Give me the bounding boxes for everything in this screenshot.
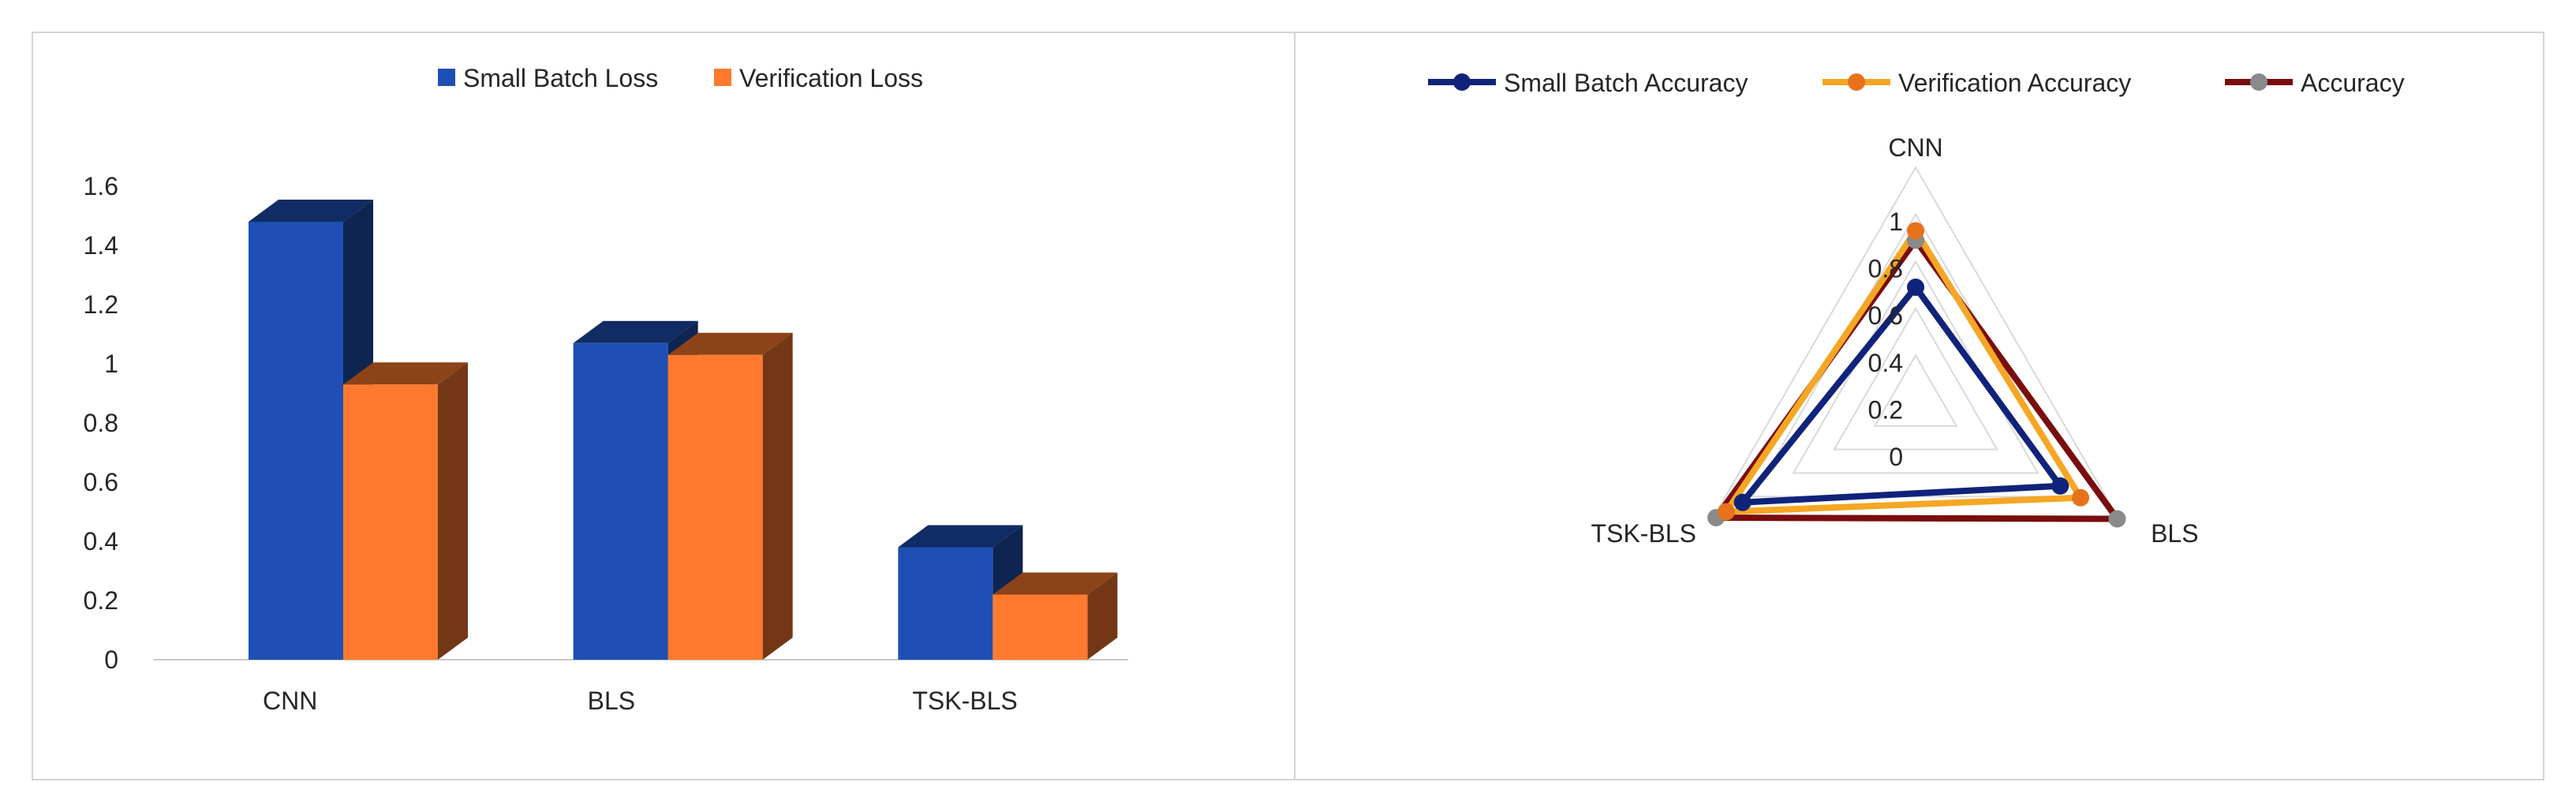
bar-front-face [898,547,993,660]
radar-point [1717,503,1735,521]
bar-top-face [343,362,468,385]
radar-r-tick-label: 0.4 [1868,349,1903,377]
bar-front-face [993,594,1088,660]
bar-marks [249,200,1118,660]
radar-legend-marker [1848,73,1865,91]
radar-category-label: BLS [2151,519,2198,548]
bar-legend-item: Verification Loss [714,64,923,92]
radar-r-tick-label: 0.2 [1868,395,1903,424]
radar-r-tick-label: 0 [1889,443,1903,471]
bar-legend: Small Batch Loss Verification Loss [438,64,923,92]
figure-frame [32,32,2544,780]
bar-x-tick-label: TSK-BLS [912,687,1017,715]
radar-r-axis: 0 0.2 0.4 0.6 0.8 1 [1868,208,1903,471]
radar-point [1733,493,1752,511]
radar-point [2051,477,2069,495]
radar-legend-item: Accuracy [2225,69,2405,97]
bar-top-face [573,320,698,343]
radar-legend-item: Small Batch Accuracy [1428,69,1748,97]
radar-legend: Small Batch Accuracy Verification Accurac… [1428,69,2405,97]
bar-y-tick-label: 0.8 [84,409,118,437]
bar-y-tick-label: 0.4 [84,527,118,556]
radar-grid-ring [1833,306,1998,451]
bar-y-tick-label: 0.6 [84,468,118,496]
radar-series-line [1735,282,2066,507]
bar-front-face [343,384,438,660]
bar-y-tick-label: 0.2 [84,586,118,615]
radar-point [2072,488,2090,507]
bar-top-face [993,572,1118,595]
radar-category-labels: CNN BLS TSK-BLS [1591,133,2199,548]
bar-legend-swatch [438,69,455,86]
bar-tsk-bls-verification-loss [993,572,1118,660]
bar-x-axis: CNN BLS TSK-BLS [263,687,1018,715]
bar-side-face [762,332,793,660]
radar-r-tick-label: 1 [1889,208,1903,236]
bar-y-tick-label: 1.6 [84,172,118,200]
bar-y-tick-label: 0 [104,645,118,674]
bar-x-tick-label: CNN [263,687,317,715]
radar-series-verification-accuracy [1720,225,2087,515]
bar-legend-swatch [714,69,731,86]
bar-chart: Small Batch Loss Verification Loss 0 0.2 0.… [84,64,1128,715]
panel-divider [1294,32,1295,780]
bar-front-face [667,354,763,660]
radar-legend-label: Verification Accuracy [1898,69,2131,97]
bar-side-face [438,362,468,660]
bar-top-face [249,200,373,222]
bar-x-tick-label: BLS [588,687,635,715]
bar-top-face [898,525,1023,548]
radar-point [1907,222,1924,240]
radar-point [2108,510,2126,528]
radar-point [1907,278,1924,296]
bar-y-tick-label: 1 [104,350,118,378]
bar-legend-label: Small Batch Loss [463,64,658,92]
radar-legend-label: Accuracy [2301,69,2405,97]
bar-bls-verification-loss [667,332,793,660]
bar-y-tick-label: 1.4 [84,231,118,260]
bar-y-tick-label: 1.2 [84,290,118,319]
bar-front-face [573,342,668,660]
radar-series [1707,222,2126,528]
bar-legend-label: Verification Loss [739,64,923,92]
radar-r-tick-label: 0.6 [1868,301,1903,330]
radar-series-line [1720,225,2087,515]
radar-series-small-batch-accuracy [1735,282,2066,507]
bar-side-face [1087,572,1118,660]
radar-category-label: CNN [1888,133,1942,162]
bar-top-face [667,332,793,355]
radar-legend-marker [2250,73,2268,91]
radar-legend-label: Small Batch Accuracy [1504,69,1748,97]
bar-legend-item: Small Batch Loss [438,64,658,92]
bar-cnn-verification-loss [343,362,468,660]
bar-front-face [249,222,343,660]
radar-legend-item: Verification Accuracy [1823,69,2131,97]
radar-r-tick-label: 0.8 [1868,255,1903,283]
bar-y-axis: 0 0.2 0.4 0.6 0.8 1 1.2 1.4 1.6 [84,172,118,674]
radar-grid-ring [1873,354,1958,427]
radar-category-label: TSK-BLS [1591,519,1696,548]
radar-chart: Small Batch Accuracy Verification Accurac… [1428,69,2405,548]
radar-legend-marker [1453,73,1471,91]
